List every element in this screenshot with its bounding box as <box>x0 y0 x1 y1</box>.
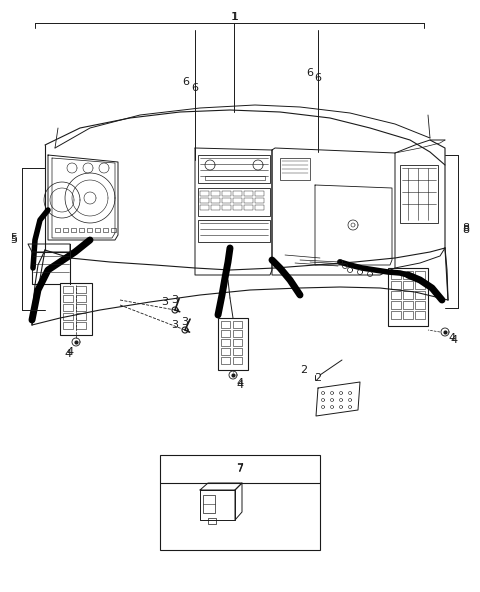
Bar <box>255 191 264 196</box>
Bar <box>160 455 320 550</box>
Bar <box>280 158 310 180</box>
Text: 4: 4 <box>237 380 243 390</box>
Bar <box>233 321 242 328</box>
Bar <box>233 191 242 196</box>
Bar <box>244 198 253 203</box>
Bar <box>198 188 270 216</box>
Bar <box>76 295 86 302</box>
Bar <box>415 291 425 299</box>
Bar <box>79 228 84 232</box>
Text: 4: 4 <box>64 349 72 359</box>
Bar <box>415 271 425 279</box>
Text: 6: 6 <box>307 68 313 78</box>
Bar <box>391 281 401 289</box>
Bar <box>76 322 86 329</box>
Bar <box>111 228 116 232</box>
Bar <box>403 301 413 309</box>
Bar <box>415 281 425 289</box>
Text: 1: 1 <box>231 12 239 22</box>
Bar <box>391 301 401 309</box>
Bar <box>218 318 248 370</box>
Text: 3: 3 <box>171 295 179 305</box>
Bar <box>233 205 242 210</box>
Bar <box>60 283 92 335</box>
Bar <box>95 228 100 232</box>
Text: 6: 6 <box>192 83 199 93</box>
Text: 4: 4 <box>66 347 73 357</box>
Bar <box>55 228 60 232</box>
Bar <box>211 198 220 203</box>
Bar <box>244 191 253 196</box>
Bar <box>233 198 242 203</box>
Text: 3: 3 <box>181 317 189 327</box>
Bar <box>63 322 73 329</box>
Bar <box>255 198 264 203</box>
Bar <box>211 205 220 210</box>
Bar <box>63 313 73 320</box>
Text: 6: 6 <box>314 73 322 83</box>
Bar <box>221 321 230 328</box>
Bar <box>221 357 230 364</box>
Bar <box>222 198 231 203</box>
Bar <box>221 330 230 337</box>
Text: 4: 4 <box>237 378 243 388</box>
Bar <box>403 311 413 319</box>
Text: 2: 2 <box>300 365 308 375</box>
Bar <box>63 286 73 293</box>
Text: 3: 3 <box>171 320 179 330</box>
Bar <box>391 291 401 299</box>
Bar <box>200 205 209 210</box>
Bar <box>233 348 242 355</box>
Bar <box>63 228 68 232</box>
Bar <box>222 191 231 196</box>
Bar <box>403 291 413 299</box>
Text: 8: 8 <box>462 223 469 233</box>
Text: 7: 7 <box>237 463 243 473</box>
Bar <box>200 191 209 196</box>
Text: 3: 3 <box>161 297 168 307</box>
Bar <box>255 205 264 210</box>
Bar <box>208 518 216 524</box>
Bar <box>403 271 413 279</box>
Bar <box>415 301 425 309</box>
Text: 4: 4 <box>448 333 456 343</box>
Bar <box>71 228 76 232</box>
Bar <box>403 281 413 289</box>
Bar <box>63 295 73 302</box>
Bar <box>32 252 70 284</box>
Text: 8: 8 <box>462 225 469 235</box>
Bar <box>388 268 428 326</box>
Bar <box>244 205 253 210</box>
Bar <box>211 191 220 196</box>
Bar <box>391 311 401 319</box>
Bar <box>87 228 92 232</box>
Bar <box>400 165 438 223</box>
Bar <box>198 220 270 242</box>
Bar <box>63 304 73 311</box>
Text: 4: 4 <box>450 335 457 345</box>
Bar <box>76 313 86 320</box>
Bar <box>415 311 425 319</box>
Bar <box>205 176 265 180</box>
Bar <box>198 155 270 183</box>
Text: 2: 2 <box>314 373 322 383</box>
Text: 5: 5 <box>11 233 17 243</box>
Bar <box>103 228 108 232</box>
Bar <box>221 339 230 346</box>
Text: 6: 6 <box>182 77 190 87</box>
Bar <box>222 205 231 210</box>
Text: 1: 1 <box>230 12 238 22</box>
Text: 7: 7 <box>237 464 243 474</box>
Bar <box>391 271 401 279</box>
Bar <box>233 357 242 364</box>
Bar <box>233 330 242 337</box>
Text: 5: 5 <box>11 235 17 245</box>
Bar <box>203 495 215 513</box>
Bar <box>76 286 86 293</box>
Bar <box>76 304 86 311</box>
Bar <box>221 348 230 355</box>
Bar <box>233 339 242 346</box>
Bar <box>200 198 209 203</box>
